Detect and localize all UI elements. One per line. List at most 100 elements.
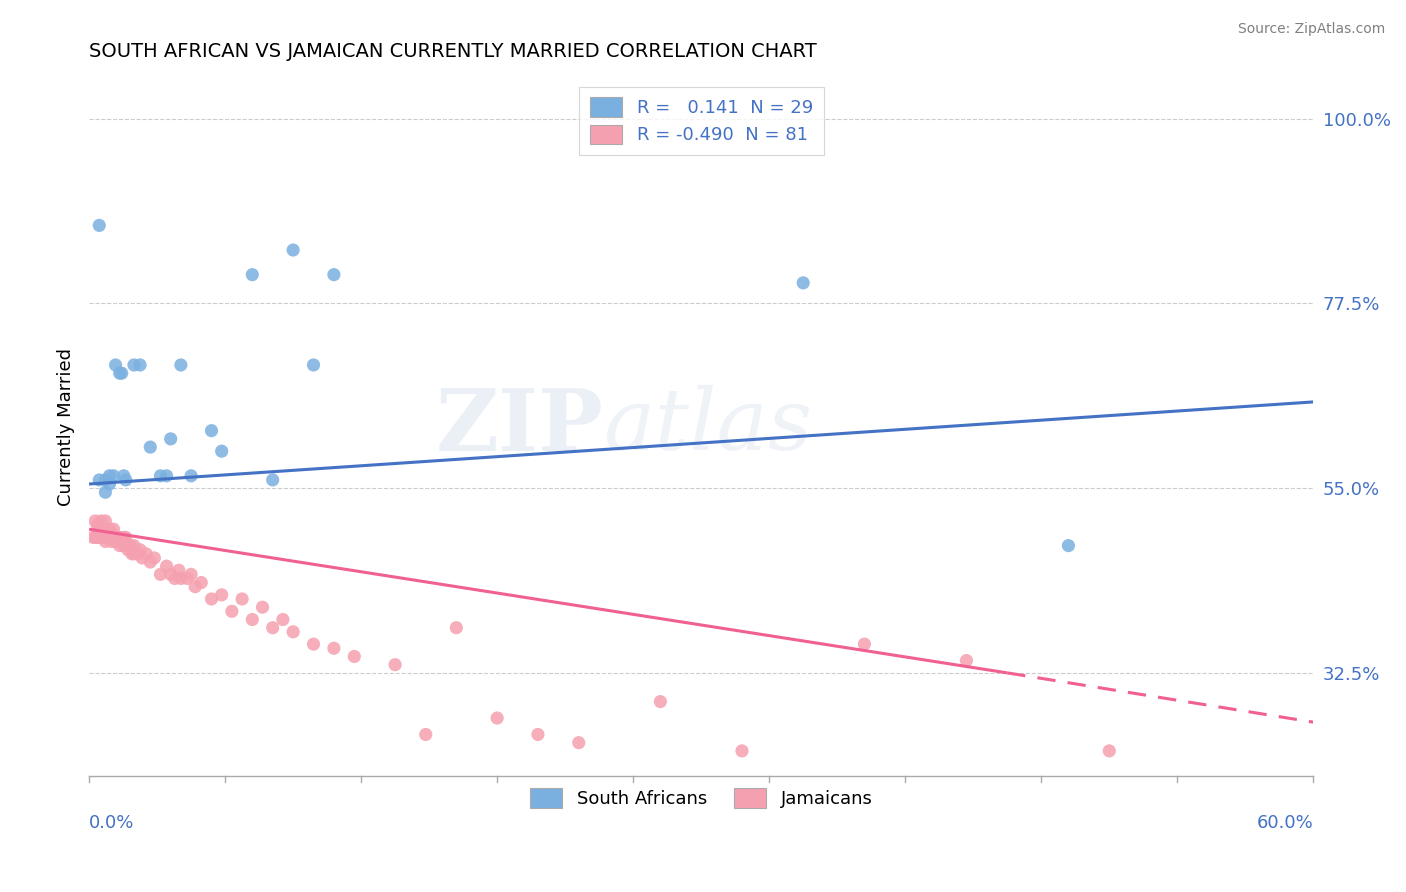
Point — [98, 477, 121, 491]
Point — [240, 268, 263, 282]
Point — [93, 522, 115, 536]
Point — [82, 530, 104, 544]
Point — [853, 637, 876, 651]
Point — [100, 534, 122, 549]
Point — [302, 637, 325, 651]
Point — [281, 243, 304, 257]
Point — [176, 571, 198, 585]
Text: ZIP: ZIP — [436, 384, 603, 468]
Point — [252, 600, 274, 615]
Point — [96, 526, 118, 541]
Point — [139, 440, 162, 454]
Point — [127, 547, 149, 561]
Point — [111, 366, 134, 380]
Point — [103, 468, 125, 483]
Point — [302, 358, 325, 372]
Point — [93, 530, 115, 544]
Point — [200, 424, 222, 438]
Point — [98, 468, 121, 483]
Point — [180, 567, 202, 582]
Point — [93, 526, 115, 541]
Point — [94, 530, 117, 544]
Point — [143, 550, 166, 565]
Point — [112, 539, 135, 553]
Point — [100, 526, 122, 541]
Text: atlas: atlas — [603, 385, 813, 468]
Point — [149, 468, 172, 483]
Text: 0.0%: 0.0% — [89, 814, 135, 832]
Point — [211, 444, 233, 458]
Point — [211, 588, 233, 602]
Y-axis label: Currently Married: Currently Married — [58, 348, 75, 506]
Point — [107, 530, 129, 544]
Point — [155, 468, 177, 483]
Point — [90, 522, 112, 536]
Point — [170, 571, 193, 585]
Point — [89, 530, 111, 544]
Point — [139, 555, 162, 569]
Legend: South Africans, Jamaicans: South Africans, Jamaicans — [523, 781, 880, 815]
Point — [94, 473, 117, 487]
Point — [112, 530, 135, 544]
Point — [94, 485, 117, 500]
Point — [240, 613, 263, 627]
Point — [89, 522, 111, 536]
Point — [149, 567, 172, 582]
Text: Source: ZipAtlas.com: Source: ZipAtlas.com — [1237, 22, 1385, 37]
Point — [114, 530, 136, 544]
Point — [129, 542, 152, 557]
Point — [122, 358, 145, 372]
Point — [89, 219, 111, 233]
Point — [262, 473, 284, 487]
Point — [94, 534, 117, 549]
Point — [159, 567, 181, 582]
Point — [104, 358, 127, 372]
Point — [527, 727, 550, 741]
Point — [262, 621, 284, 635]
Point — [108, 530, 131, 544]
Point — [84, 514, 107, 528]
Text: 60.0%: 60.0% — [1257, 814, 1313, 832]
Point — [281, 624, 304, 639]
Point — [415, 727, 437, 741]
Point — [90, 514, 112, 528]
Point — [322, 268, 344, 282]
Point — [94, 514, 117, 528]
Point — [163, 571, 186, 585]
Point — [180, 468, 202, 483]
Point — [129, 358, 152, 372]
Point — [98, 530, 121, 544]
Point — [114, 539, 136, 553]
Point — [486, 711, 509, 725]
Point — [103, 522, 125, 536]
Point — [446, 621, 468, 635]
Point — [1057, 539, 1080, 553]
Point — [343, 649, 366, 664]
Point — [84, 530, 107, 544]
Point — [190, 575, 212, 590]
Point — [122, 539, 145, 553]
Point — [231, 592, 253, 607]
Point — [108, 539, 131, 553]
Point — [118, 539, 141, 553]
Point — [159, 432, 181, 446]
Point — [135, 547, 157, 561]
Point — [155, 559, 177, 574]
Point — [103, 530, 125, 544]
Point — [167, 563, 190, 577]
Point — [322, 641, 344, 656]
Point — [955, 654, 977, 668]
Text: SOUTH AFRICAN VS JAMAICAN CURRENTLY MARRIED CORRELATION CHART: SOUTH AFRICAN VS JAMAICAN CURRENTLY MARR… — [89, 42, 817, 61]
Point — [271, 613, 294, 627]
Point — [107, 534, 129, 549]
Point — [104, 534, 127, 549]
Point — [384, 657, 406, 672]
Point — [650, 695, 672, 709]
Point — [86, 530, 108, 544]
Point — [114, 473, 136, 487]
Point — [1098, 744, 1121, 758]
Point — [108, 366, 131, 380]
Point — [117, 539, 139, 553]
Point — [89, 473, 111, 487]
Point — [184, 580, 207, 594]
